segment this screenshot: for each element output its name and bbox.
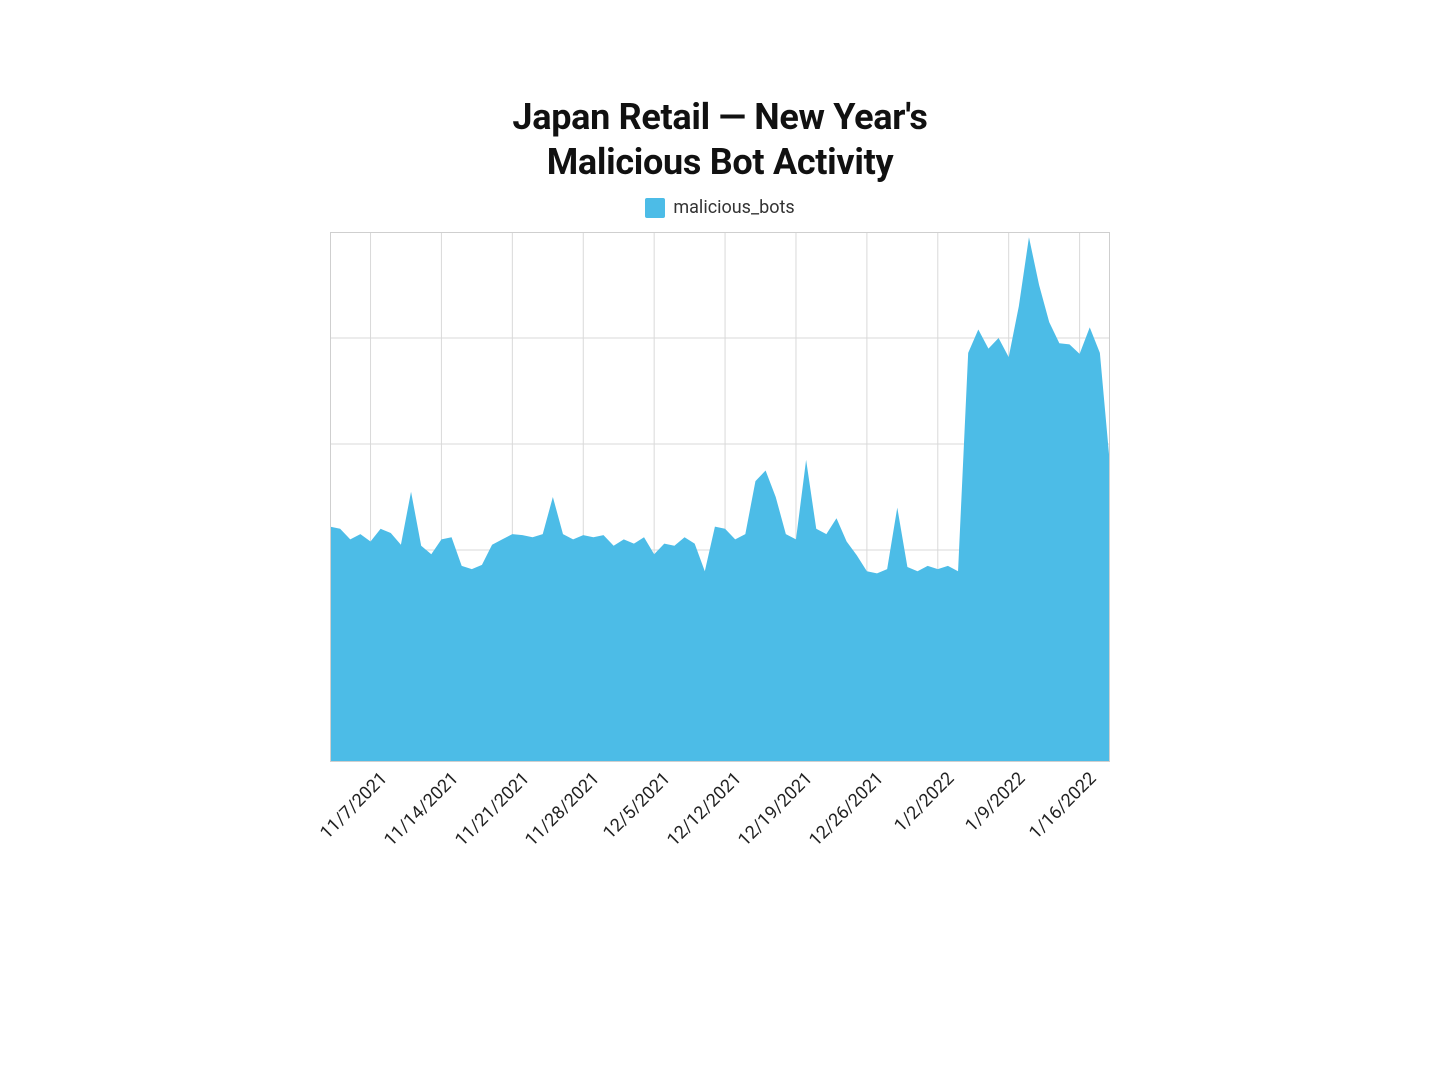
x-tick-label: 12/19/2021 [734,768,817,851]
x-tick-label: 12/5/2021 [600,768,675,843]
x-tick-label: 11/21/2021 [451,768,534,851]
plot-svg [330,232,1110,762]
x-tick-label: 11/7/2021 [316,768,391,843]
legend-label: malicious_bots [673,197,794,218]
chart-container: Japan Retail — New Year's Malicious Bot … [270,95,1170,908]
x-tick-label: 11/14/2021 [380,768,463,851]
legend-swatch [645,198,665,218]
x-axis-labels: 11/7/202111/14/202111/21/202111/28/20211… [330,768,1110,908]
chart-title: Japan Retail — New Year's Malicious Bot … [512,95,927,185]
x-tick-label: 1/2/2022 [890,768,958,836]
title-line-1: Japan Retail — New Year's [512,96,927,138]
x-tick-label: 12/12/2021 [663,768,746,851]
title-line-2: Malicious Bot Activity [547,141,894,183]
x-tick-label: 1/16/2022 [1025,768,1100,843]
x-tick-label: 12/26/2021 [805,768,888,851]
x-tick-label: 11/28/2021 [522,768,605,851]
x-tick-label: 1/9/2022 [961,768,1029,836]
chart-legend: malicious_bots [645,197,794,218]
plot-area [330,232,1110,762]
